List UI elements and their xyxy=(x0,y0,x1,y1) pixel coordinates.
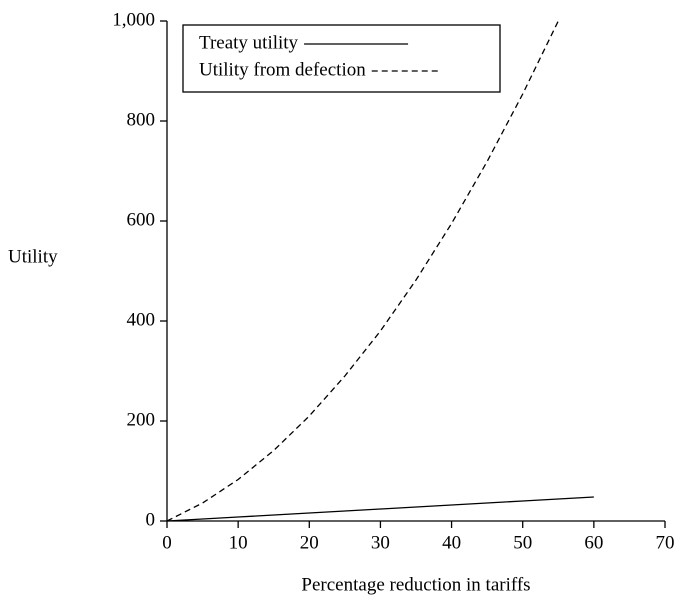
x-tick-label: 30 xyxy=(371,532,390,553)
x-tick-label: 10 xyxy=(229,532,248,553)
line xyxy=(166,496,594,522)
x-tick-label: 60 xyxy=(584,532,603,553)
y-tick-label: 1,000 xyxy=(112,9,155,30)
x-tick-label: 0 xyxy=(162,532,172,553)
legend-label: Treaty utility xyxy=(199,32,299,53)
x-tick-label: 20 xyxy=(300,532,319,553)
y-tick-label: 400 xyxy=(127,309,156,330)
y-tick-label: 200 xyxy=(127,409,156,430)
y-tick-label: 600 xyxy=(127,209,156,230)
x-tick-label: 40 xyxy=(442,532,461,553)
line xyxy=(166,20,559,522)
y-tick-label: 800 xyxy=(127,109,156,130)
y-axis-label: Utility xyxy=(8,246,58,267)
x-tick-label: 50 xyxy=(513,532,532,553)
x-tick-label: 70 xyxy=(656,532,675,553)
x-axis-label: Percentage reduction in tariffs xyxy=(301,574,530,595)
legend-box xyxy=(182,24,501,93)
y-tick-label: 0 xyxy=(146,509,156,530)
legend-label: Utility from defection xyxy=(199,59,366,80)
